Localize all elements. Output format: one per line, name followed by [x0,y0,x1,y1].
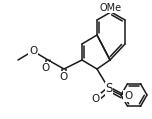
Text: O: O [124,91,132,101]
Text: O: O [42,63,50,73]
Text: O: O [60,72,68,82]
Text: S: S [105,82,113,96]
Text: O: O [92,94,100,104]
Text: O: O [29,46,37,56]
Text: OMe: OMe [100,3,122,13]
